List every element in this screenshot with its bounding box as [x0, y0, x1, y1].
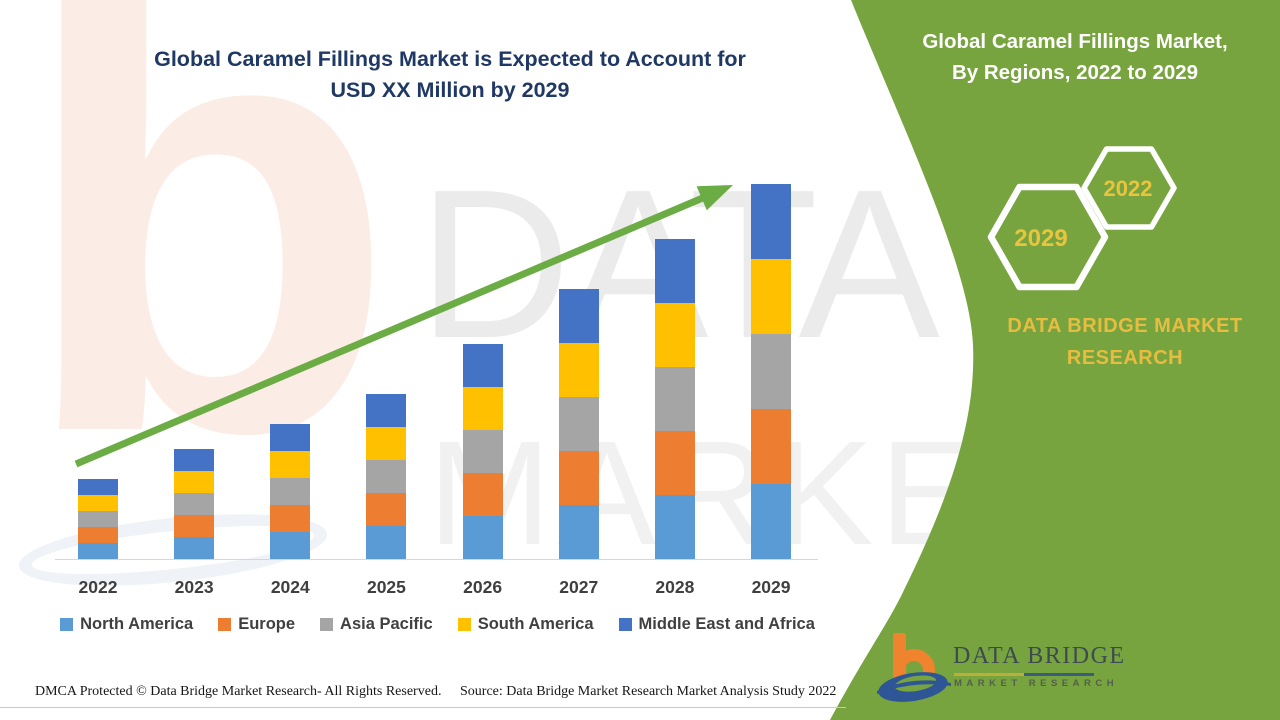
legend-label: Middle East and Africa — [638, 615, 815, 633]
legend-item-europe: Europe — [218, 615, 295, 634]
legend-label: Europe — [238, 615, 296, 633]
bar-2029 — [751, 184, 792, 559]
bar-segment-2028-north-america — [654, 495, 695, 559]
bar-2022 — [78, 479, 118, 559]
x-axis-labels: 2022 2023 2024 2025 2026 2027 2028 2029 — [55, 577, 818, 601]
chart-title-line1: Global Caramel Fillings Market is Expect… — [154, 47, 746, 71]
bar-segment-2029-middle-east-and-africa — [751, 184, 792, 259]
bar-segment-2022-europe — [78, 527, 118, 543]
x-axis-label-2023: 2023 — [174, 577, 214, 597]
logo-name: DATA BRIDGE — [953, 643, 1126, 669]
bar-segment-2026-north-america — [462, 516, 503, 559]
x-axis-label-2022: 2022 — [78, 577, 118, 597]
side-panel-title-line1: Global Caramel Fillings Market, — [922, 30, 1228, 53]
bar-segment-2026-europe — [462, 473, 503, 516]
data-bridge-logo-icon — [877, 633, 951, 702]
hexagon-badges: 2029 2022 — [987, 146, 1177, 291]
bar-segment-2022-south-america — [78, 495, 118, 511]
side-panel-title-line2: By Regions, 2022 to 2029 — [951, 61, 1199, 84]
brand-text-line1: DATA BRIDGE MARKET — [1007, 315, 1243, 337]
bar-segment-2024-europe — [270, 505, 311, 532]
legend-swatch-icon — [60, 618, 74, 631]
x-axis-label-2027: 2027 — [559, 577, 599, 597]
legend-item-middle-east-and-africa: Middle East and Africa — [618, 615, 815, 634]
bar-segment-2022-north-america — [78, 543, 118, 559]
chart-title-line2: USD XX Million by 2029 — [330, 78, 570, 102]
bar-segment-2023-europe — [174, 515, 215, 537]
legend-item-north-america: North America — [60, 615, 193, 634]
legend-label: Asia Pacific — [340, 615, 433, 633]
bar-segment-2029-europe — [751, 409, 792, 484]
legend-item-asia-pacific: Asia Pacific — [320, 615, 433, 634]
bar-segment-2029-south-america — [751, 259, 792, 334]
bar-segment-2027-north-america — [558, 505, 599, 559]
x-axis-label-2024: 2024 — [270, 577, 310, 597]
brand-text-line2: RESEARCH — [1066, 347, 1184, 369]
logo-divider — [954, 673, 1094, 676]
legend-swatch-icon — [320, 618, 334, 631]
chart-title: Global Caramel Fillings Market is Expect… — [60, 44, 840, 106]
footer-dmca-text: DMCA Protected © Data Bridge Market Rese… — [35, 684, 442, 699]
hexagon-2029-label: 2029 — [1014, 225, 1067, 252]
legend-swatch-icon — [218, 618, 232, 631]
hexagon-2022 — [1081, 146, 1177, 230]
legend-label: North America — [80, 615, 194, 633]
x-axis-label-2029: 2029 — [751, 577, 791, 597]
bar-segment-2025-north-america — [366, 526, 407, 559]
legend-swatch-icon — [457, 618, 471, 631]
bar-segment-2023-asia-pacific — [174, 493, 215, 515]
bar-segment-2025-europe — [366, 493, 407, 526]
hexagon-2029 — [987, 183, 1109, 291]
bar-segment-2029-north-america — [751, 484, 792, 559]
legend-item-south-america: South America — [457, 615, 594, 634]
bar-segment-2024-asia-pacific — [270, 478, 311, 505]
bar-segment-2022-middle-east-and-africa — [78, 479, 118, 495]
side-panel-title: Global Caramel Fillings Market, By Regio… — [895, 26, 1255, 88]
hexagon-2022-label: 2022 — [1104, 176, 1153, 201]
legend-label: South America — [477, 615, 594, 633]
x-axis-label-2025: 2025 — [366, 577, 406, 597]
legend-swatch-icon — [618, 618, 632, 631]
footer-source-text: Source: Data Bridge Market Research Mark… — [460, 684, 837, 699]
footer-divider — [0, 707, 846, 708]
bar-segment-2022-asia-pacific — [78, 511, 118, 527]
bar-segment-2023-north-america — [174, 537, 215, 559]
x-axis-line — [55, 559, 818, 560]
bar-segment-2023-south-america — [174, 471, 215, 493]
x-axis-label-2028: 2028 — [655, 577, 695, 597]
bar-segment-2029-asia-pacific — [751, 334, 792, 409]
brand-text: DATA BRIDGE MARKET RESEARCH — [1000, 310, 1250, 374]
x-axis-label-2026: 2026 — [463, 577, 503, 597]
bar-segment-2024-north-america — [270, 532, 311, 559]
logo-subtitle: MARKET RESEARCH — [954, 678, 1119, 689]
chart-legend: North America Europe Asia Pacific South Ame… — [40, 615, 835, 634]
